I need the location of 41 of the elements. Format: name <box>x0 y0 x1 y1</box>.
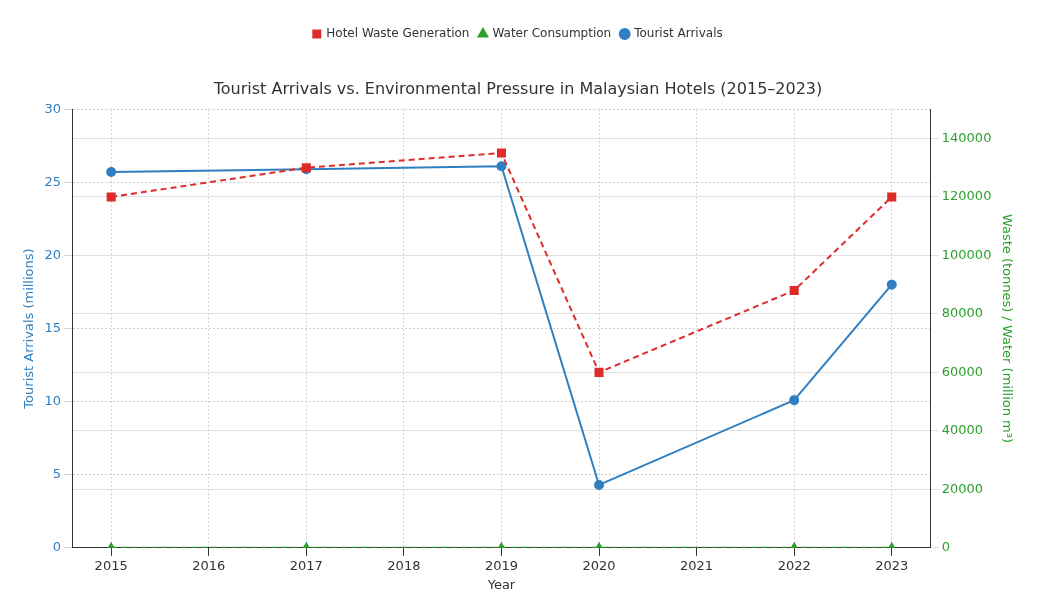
point <box>496 161 507 172</box>
chart-title: Tourist Arrivals vs. Environmental Pressure in Malaysian Hotels (2015–2023) <box>212 78 823 98</box>
point <box>594 479 605 490</box>
point <box>106 192 116 202</box>
legend-label: Water Consumption <box>492 26 612 41</box>
x-tick-label: 2016 <box>192 557 226 573</box>
y2-tick-label: 0 <box>941 539 951 555</box>
y-tick-label: 10 <box>44 392 62 408</box>
x-tick-label: 2023 <box>875 557 909 573</box>
y-tick-label: 25 <box>44 173 62 189</box>
point <box>789 395 800 406</box>
y2-tick-label: 100000 <box>941 246 992 262</box>
x-axis-title: Year <box>486 576 516 592</box>
y-axis-title: Tourist Arrivals (millions) <box>21 248 37 410</box>
y2-axis-title: Waste (tonnes) / Water (million m³) <box>999 213 1015 444</box>
x-tick-label: 2017 <box>289 557 323 573</box>
y-tick-label: 0 <box>52 539 62 555</box>
y2-tick-label: 120000 <box>941 188 992 204</box>
y2-tick-label: 140000 <box>941 129 992 145</box>
point <box>594 367 604 377</box>
y2-tick-label: 40000 <box>941 422 984 438</box>
point <box>496 148 506 158</box>
y2-tick-label: 60000 <box>941 363 984 379</box>
legend-label: Tourist Arrivals <box>633 26 723 41</box>
y2-tick-label: 80000 <box>941 305 984 321</box>
x-tick-label: 2015 <box>94 557 128 573</box>
y-tick-label: 5 <box>52 466 62 482</box>
x-tick-label: 2018 <box>387 557 421 573</box>
y-tick-label: 30 <box>44 100 62 116</box>
point <box>789 285 799 296</box>
point <box>106 167 117 178</box>
x-tick-label: 2020 <box>582 557 616 573</box>
point <box>887 192 897 202</box>
x-tick-label: 2022 <box>777 557 811 573</box>
x-tick-label: 2021 <box>680 557 714 573</box>
x-tick-label: 2019 <box>484 557 518 573</box>
legend-label: Hotel Waste Generation <box>326 26 470 41</box>
y2-tick-label: 20000 <box>941 480 984 496</box>
y-tick-label: 20 <box>44 246 62 262</box>
y-tick-label: 15 <box>44 319 62 335</box>
point <box>886 279 897 290</box>
